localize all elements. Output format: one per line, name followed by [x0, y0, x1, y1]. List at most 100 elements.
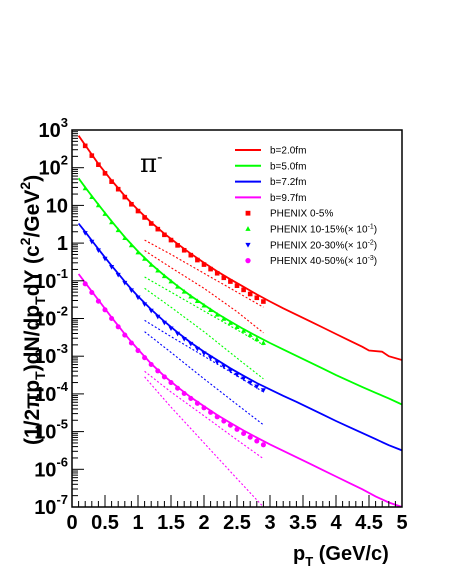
- data-point: [194, 298, 200, 303]
- data-point: [234, 426, 240, 432]
- data-point: [168, 380, 174, 386]
- data-point: [247, 434, 253, 440]
- data-point: [260, 388, 266, 393]
- data-point: [155, 314, 161, 320]
- component-line: [144, 250, 264, 334]
- data-point: [142, 302, 148, 307]
- data-point: [109, 315, 115, 322]
- data-point: [221, 316, 227, 321]
- x-tick-label: 1: [132, 512, 143, 534]
- data-point: [214, 270, 220, 276]
- data-point: [148, 308, 154, 314]
- data-point: [142, 355, 148, 361]
- legend-label: b=2.0fm: [270, 146, 306, 157]
- component-line: [144, 370, 264, 460]
- data-point: [234, 372, 240, 378]
- legend-label: b=7.2fm: [270, 177, 306, 188]
- data-point: [148, 221, 154, 226]
- data-point: [82, 143, 88, 149]
- data-point: [109, 265, 115, 270]
- data-point: [221, 275, 227, 281]
- data-point: [188, 395, 194, 401]
- data-point: [175, 331, 181, 337]
- data-point: [175, 385, 181, 391]
- x-tick-label: 0.5: [91, 512, 119, 534]
- data-point: [162, 232, 167, 238]
- data-point: [128, 242, 134, 248]
- x-tick-label: 2.5: [223, 512, 251, 534]
- y-tick-label: 10-6: [34, 454, 68, 481]
- legend-label: PHENIX 20-30%(× 10-2): [270, 239, 377, 251]
- data-point: [201, 405, 207, 411]
- data-point: [234, 283, 240, 289]
- data-point: [102, 171, 108, 176]
- y-axis-title: (1/2πpT)dN/dpTdY (c2/GeV2): [17, 175, 48, 445]
- legend-label: PHENIX 40-50%(× 10-3): [270, 255, 377, 267]
- data-point: [201, 262, 207, 267]
- component-line: [144, 276, 264, 346]
- data-point: [247, 332, 253, 337]
- data-point: [241, 376, 247, 382]
- data-point: [254, 295, 260, 301]
- data-point: [102, 256, 108, 262]
- data-point: [89, 153, 95, 158]
- data-point: [181, 247, 187, 253]
- data-point: [245, 210, 251, 216]
- data-point: [89, 289, 95, 296]
- data-point: [241, 328, 247, 333]
- data-point: [95, 202, 101, 208]
- data-point: [168, 326, 174, 332]
- y-tick-label: 10-4: [34, 379, 69, 406]
- data-point: [122, 194, 128, 200]
- data-point: [194, 346, 200, 352]
- data-point: [128, 288, 134, 293]
- data-point: [181, 390, 187, 397]
- x-tick-label: 1.5: [157, 512, 185, 534]
- component-line: [144, 287, 264, 380]
- x-tick-label: 0: [66, 512, 77, 534]
- legend-label: PHENIX 0-5%: [270, 209, 333, 220]
- data-point: [155, 368, 161, 374]
- data-point: [208, 355, 214, 361]
- x-tick-label: 4: [330, 512, 342, 534]
- component-line: [144, 376, 264, 507]
- data-point: [175, 243, 180, 248]
- data-point: [142, 215, 147, 220]
- data-point: [194, 400, 200, 406]
- data-point: [245, 226, 251, 231]
- data-point: [96, 162, 101, 167]
- data-point: [89, 239, 95, 245]
- legend-label: b=9.7fm: [270, 193, 306, 204]
- data-point: [221, 364, 227, 370]
- x-tick-label: 2: [198, 512, 209, 534]
- data-point: [161, 374, 167, 380]
- data-point: [234, 324, 240, 330]
- data-point: [214, 360, 220, 365]
- data-point: [168, 237, 174, 243]
- y-tick-label: 10-1: [34, 266, 68, 293]
- data-point: [148, 361, 154, 368]
- data-point: [181, 337, 187, 342]
- data-point: [227, 368, 233, 374]
- data-point: [102, 211, 108, 216]
- data-point: [245, 257, 251, 264]
- data-point: [201, 302, 207, 308]
- data-point: [122, 332, 128, 338]
- data-point: [175, 284, 181, 289]
- data-point: [260, 340, 266, 345]
- x-tick-label: 3: [264, 512, 275, 534]
- data-point: [135, 249, 141, 255]
- x-tick-label: 3.5: [289, 512, 317, 534]
- data-point: [161, 273, 167, 279]
- data-point: [142, 256, 148, 261]
- component-line: [144, 331, 264, 426]
- series-b=9.7fm: [77, 273, 402, 507]
- data-point: [261, 299, 266, 304]
- data-point: [227, 422, 233, 428]
- legend: b=2.0fm b=5.0fm b=7.2fm b=9.7fm PHENIX 0-5% P…: [235, 146, 377, 267]
- data-point: [155, 267, 161, 273]
- x-tick-label: 5: [396, 512, 407, 534]
- data-point: [214, 414, 220, 420]
- y-tick-label: 10-3: [34, 341, 68, 368]
- data-point: [188, 341, 194, 347]
